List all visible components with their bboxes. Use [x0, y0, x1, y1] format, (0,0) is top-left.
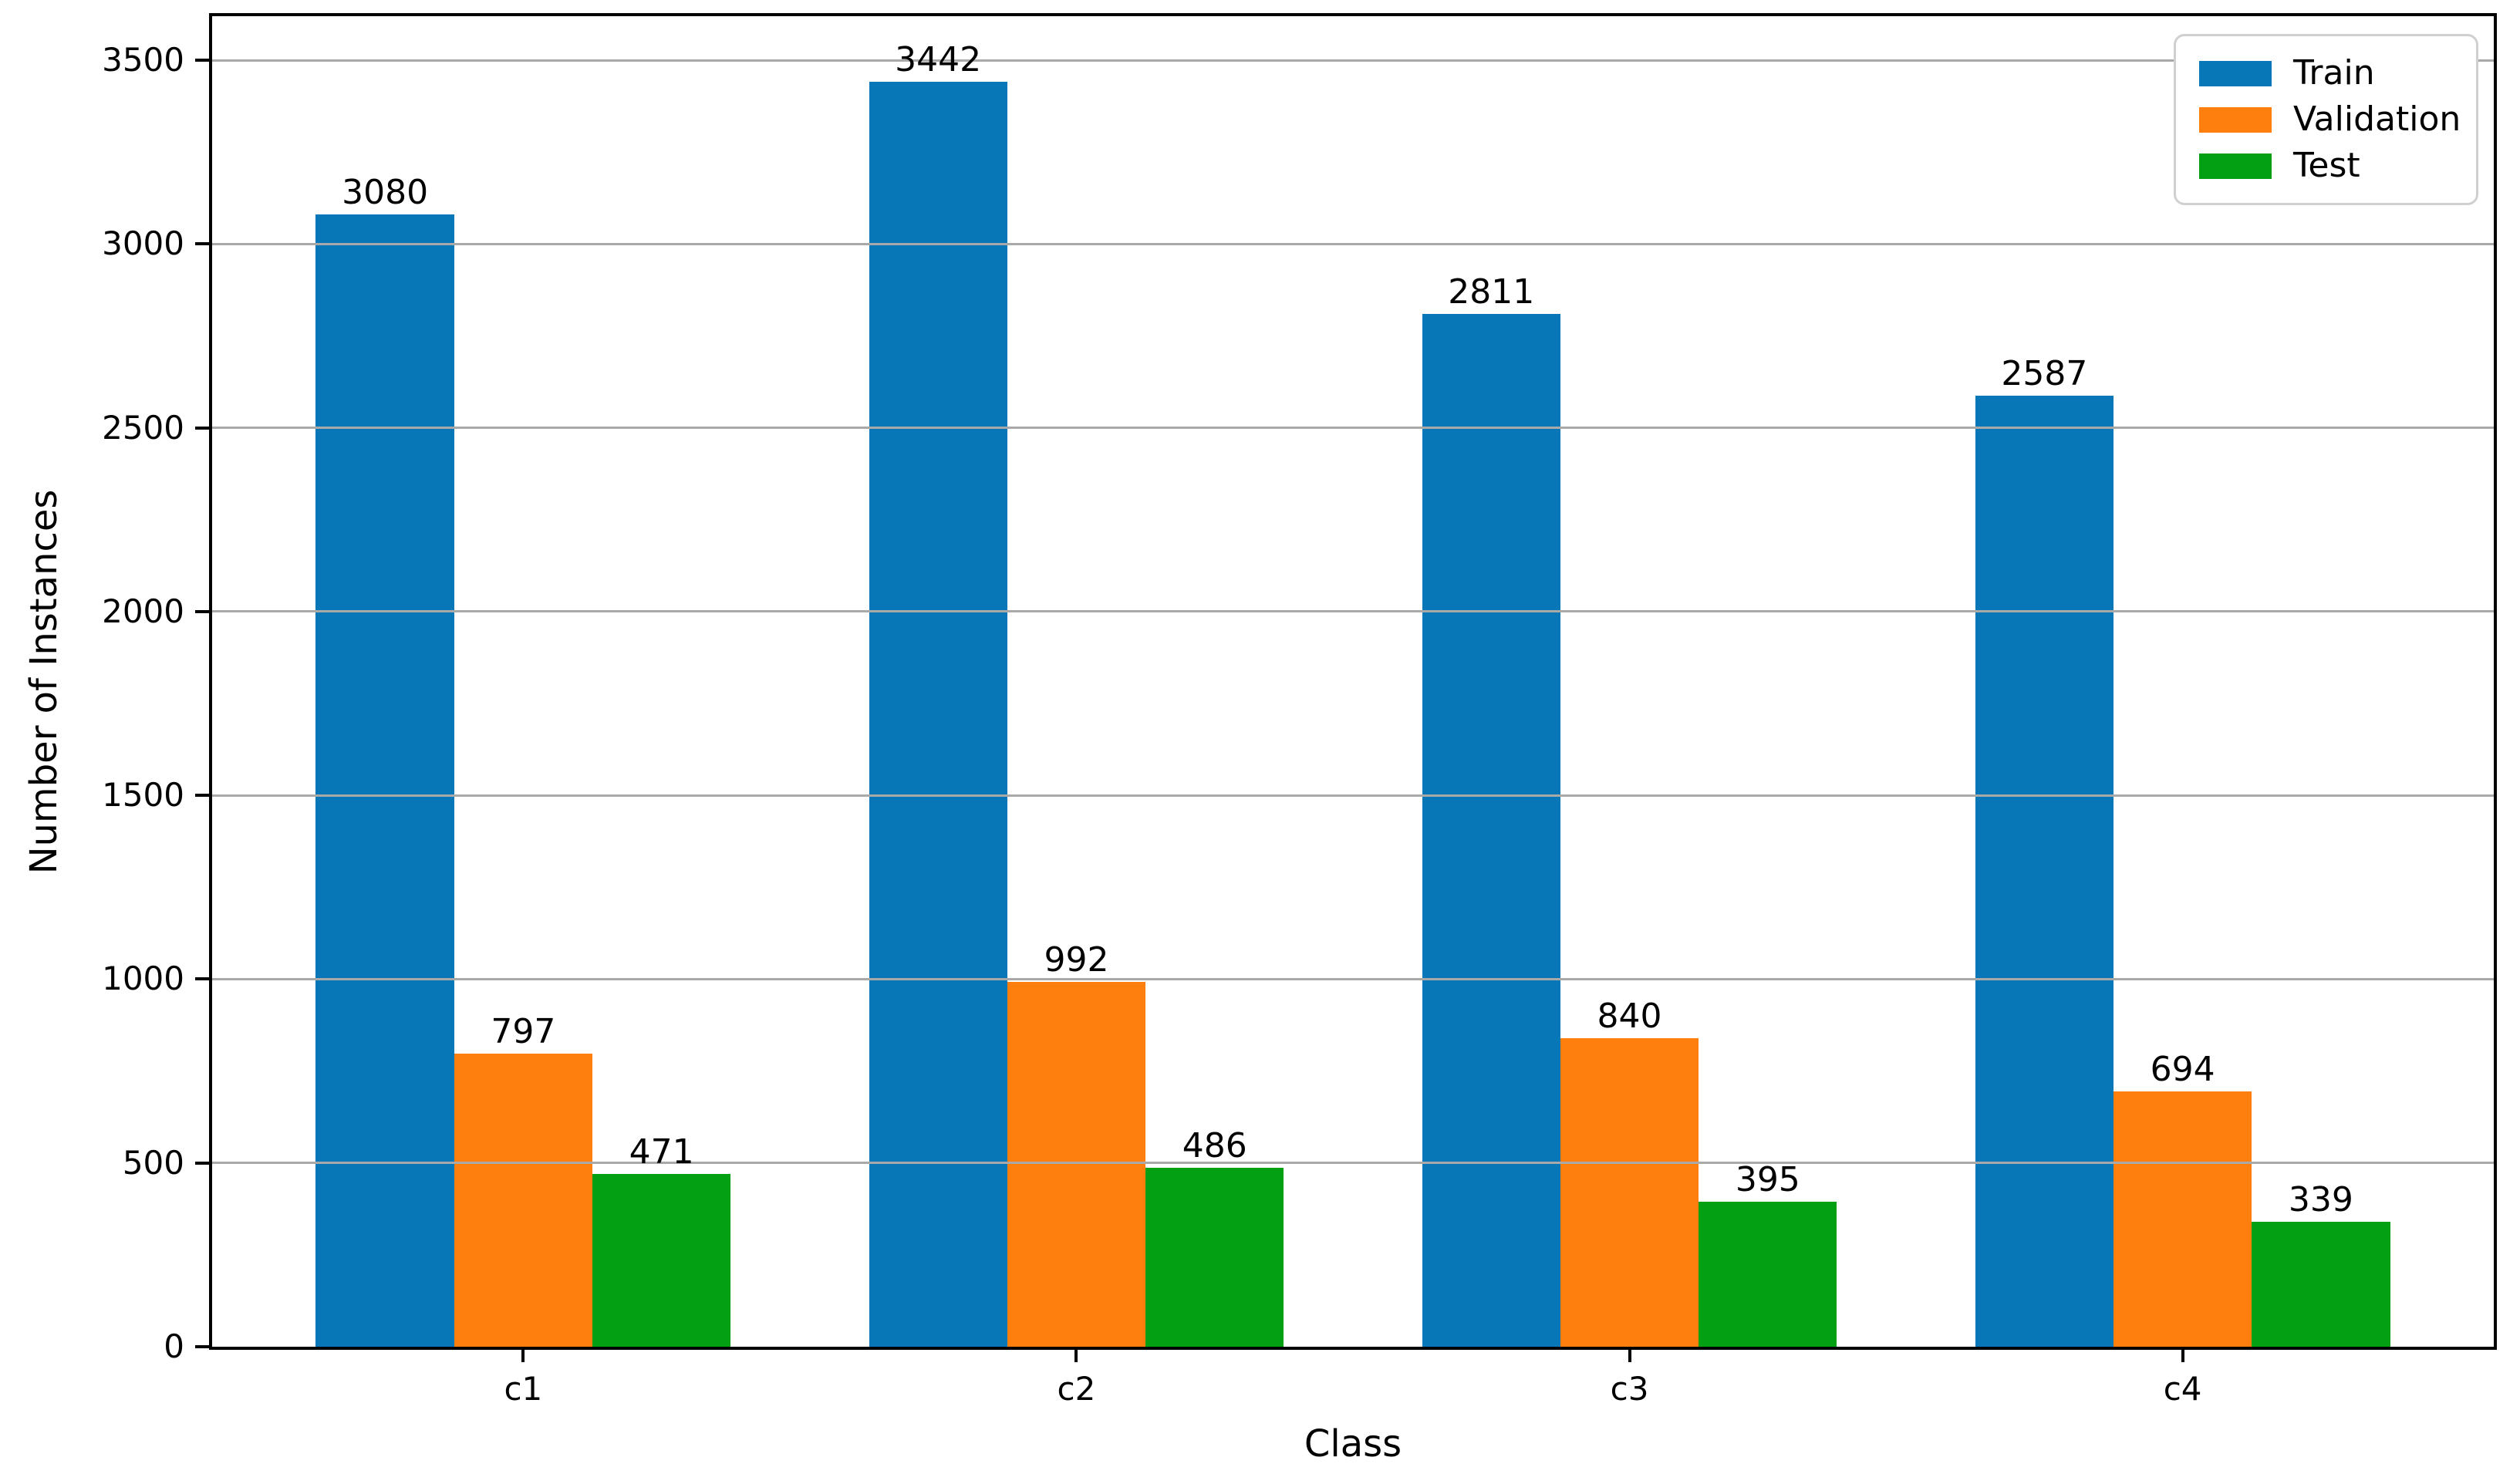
plot-area: 3080 3442 2811 2587 797 992 840 694 471 486 395 339 [209, 13, 2497, 1350]
y-axis-label: Number of Instances [22, 489, 66, 874]
gridline-1000 [212, 977, 2494, 980]
bar-validation-c3 [1560, 1037, 1699, 1347]
y-tick-mark-2000 [195, 609, 209, 613]
bar-test-c2 [1145, 1168, 1284, 1347]
legend-item-test: Test [2199, 149, 2453, 183]
x-tick-mark-c3 [1628, 1350, 1631, 1362]
legend-label-validation: Validation [2293, 100, 2461, 139]
legend-patch-train [2199, 60, 2272, 86]
x-tick-mark-c2 [1074, 1350, 1078, 1362]
bar-train-c1 [315, 214, 454, 1347]
gridline-500 [212, 1162, 2494, 1165]
y-tick-label-500: 500 [122, 1143, 184, 1182]
bar-test-c4 [2252, 1222, 2390, 1347]
bar-validation-c4 [2113, 1091, 2252, 1347]
y-tick-mark-1500 [195, 794, 209, 798]
bar-value-train-c1: 3080 [342, 173, 429, 213]
bar-value-test-c2: 486 [1182, 1126, 1247, 1166]
bar-test-c3 [1699, 1201, 1837, 1347]
y-tick-label-2500: 2500 [102, 408, 184, 447]
bar-train-c3 [1422, 313, 1560, 1347]
bar-value-validation-c2: 992 [1044, 940, 1109, 980]
legend-patch-test [2199, 153, 2272, 179]
bar-value-validation-c4: 694 [2150, 1050, 2215, 1090]
gridline-2500 [212, 427, 2494, 430]
y-tick-label-3000: 3000 [102, 224, 184, 263]
bar-value-validation-c1: 797 [491, 1012, 556, 1052]
bar-value-test-c4: 339 [2288, 1180, 2353, 1220]
x-tick-label-c1: c1 [504, 1370, 543, 1408]
x-tick-label-c2: c2 [1057, 1370, 1096, 1408]
bar-value-train-c3: 2811 [1448, 272, 1535, 312]
x-axis-label: Class [1304, 1422, 1402, 1466]
bar-value-train-c2: 3442 [895, 39, 982, 79]
bar-value-validation-c3: 840 [1597, 996, 1662, 1036]
legend-item-validation: Validation [2199, 103, 2461, 137]
y-tick-label-0: 0 [164, 1327, 184, 1365]
bar-validation-c2 [1007, 982, 1146, 1347]
legend-label-test: Test [2293, 146, 2360, 185]
bar-value-test-c3: 395 [1735, 1159, 1800, 1199]
y-tick-label-2000: 2000 [102, 592, 184, 630]
y-tick-mark-2500 [195, 426, 209, 430]
x-tick-mark-c4 [2181, 1350, 2184, 1362]
legend-box: Train Validation Test [2174, 34, 2478, 205]
y-tick-mark-1000 [195, 977, 209, 981]
gridline-1500 [212, 794, 2494, 797]
x-tick-label-c3: c3 [1610, 1370, 1649, 1408]
y-tick-label-1000: 1000 [102, 960, 184, 998]
gridline-3500 [212, 59, 2494, 62]
bar-train-c2 [869, 81, 1007, 1347]
gridline-3000 [212, 242, 2494, 245]
bar-value-test-c1: 471 [629, 1132, 694, 1172]
bar-validation-c1 [454, 1054, 592, 1347]
bar-test-c1 [592, 1173, 731, 1347]
legend-label-train: Train [2293, 53, 2375, 93]
x-tick-label-c4: c4 [2163, 1370, 2202, 1408]
legend-item-train: Train [2199, 56, 2453, 90]
bar-train-c4 [1975, 396, 2113, 1347]
y-tick-mark-3000 [195, 242, 209, 246]
y-tick-mark-0 [195, 1345, 209, 1348]
bar-value-train-c4: 2587 [2001, 354, 2088, 394]
legend-patch-validation [2199, 106, 2272, 133]
y-tick-mark-3500 [195, 59, 209, 62]
y-tick-label-3500: 3500 [102, 41, 184, 79]
y-tick-mark-500 [195, 1161, 209, 1165]
y-tick-label-1500: 1500 [102, 776, 184, 815]
x-tick-mark-c1 [521, 1350, 525, 1362]
gridline-2000 [212, 610, 2494, 613]
